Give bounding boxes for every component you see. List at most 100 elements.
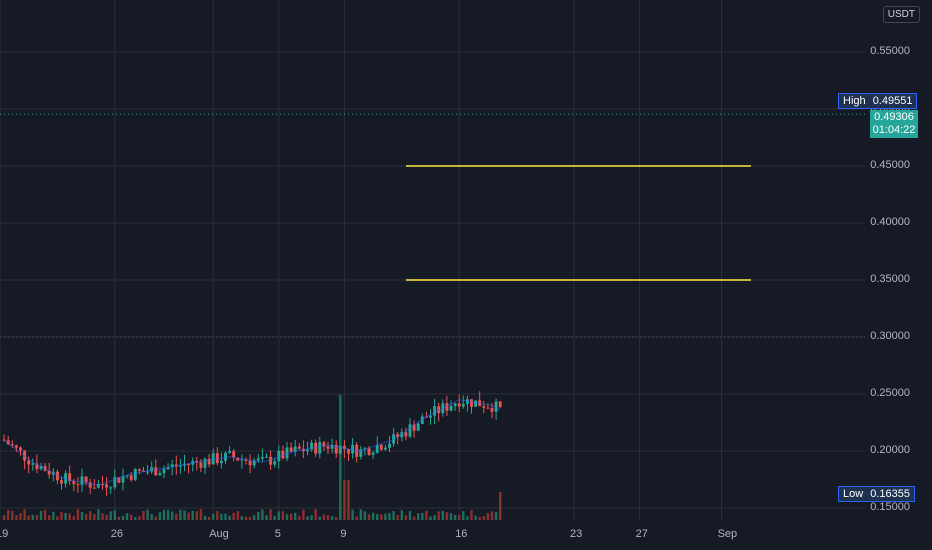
candle-body bbox=[404, 432, 408, 437]
candle-body bbox=[277, 450, 281, 462]
candle-body bbox=[322, 442, 326, 447]
candle-body bbox=[314, 442, 318, 454]
volume-bar bbox=[261, 509, 264, 520]
candle-body bbox=[19, 447, 22, 451]
volume-bar bbox=[212, 513, 215, 520]
y-tick-label: 0.30000 bbox=[870, 330, 910, 342]
volume-bar bbox=[48, 515, 51, 520]
candle-body bbox=[158, 473, 162, 476]
volume-bar bbox=[31, 514, 34, 520]
candle-body bbox=[72, 481, 76, 485]
candle-body bbox=[301, 448, 305, 452]
candle-body bbox=[96, 484, 100, 488]
volume-bar bbox=[486, 513, 490, 520]
volume-bar bbox=[195, 511, 198, 520]
volume-bar bbox=[449, 513, 453, 520]
volume-bar bbox=[68, 513, 71, 520]
volume-bar bbox=[396, 514, 399, 520]
volume-bar bbox=[109, 511, 112, 520]
candle-body bbox=[88, 482, 92, 488]
volume-bar bbox=[84, 514, 88, 520]
candle-body bbox=[125, 475, 129, 477]
volume-bar bbox=[64, 513, 67, 520]
volume-bar bbox=[240, 516, 244, 520]
horizontal-levels bbox=[406, 165, 751, 281]
volume-bar bbox=[425, 510, 428, 520]
volume-bar bbox=[277, 511, 280, 520]
volume-bar bbox=[355, 516, 358, 520]
volume-bar bbox=[216, 511, 219, 520]
volume-bar bbox=[371, 512, 375, 520]
candle-body bbox=[244, 459, 248, 461]
volume-bar bbox=[154, 516, 157, 520]
candle-body bbox=[420, 416, 424, 424]
y-tick-label: 0.15000 bbox=[870, 501, 910, 513]
low-badge: Low 0.16355 bbox=[838, 486, 916, 502]
volume-bar bbox=[146, 509, 149, 520]
candle-body bbox=[252, 460, 256, 466]
volume-bar bbox=[433, 515, 436, 520]
volume-bar bbox=[179, 509, 182, 520]
volume-bar bbox=[117, 516, 121, 520]
volume-bar bbox=[236, 511, 239, 520]
candle-body bbox=[68, 473, 72, 482]
y-tick-label: 0.55000 bbox=[870, 45, 910, 57]
volume-bar bbox=[191, 510, 194, 520]
candle-body bbox=[224, 452, 227, 461]
volume-bar bbox=[80, 511, 84, 520]
candle-body bbox=[117, 477, 121, 483]
volume-bar bbox=[429, 516, 432, 520]
candle-body bbox=[236, 457, 240, 461]
candle-body bbox=[35, 463, 39, 470]
volume-bar bbox=[130, 514, 133, 520]
low-label: Low bbox=[843, 488, 864, 500]
candle-body bbox=[318, 442, 322, 454]
volume-bar bbox=[76, 509, 80, 520]
currency-button[interactable]: USDT bbox=[882, 6, 920, 23]
volume-bar bbox=[494, 511, 498, 520]
candle-body bbox=[133, 469, 137, 480]
last-price-tag: 0.49306 01:04:22 bbox=[870, 110, 918, 138]
volume-bar bbox=[187, 512, 190, 520]
volume-bar bbox=[134, 516, 137, 520]
high-badge: High 0.49551 bbox=[838, 93, 918, 109]
volume-bar bbox=[285, 514, 289, 520]
candle-body bbox=[293, 446, 297, 452]
candle-body bbox=[219, 460, 223, 464]
candle-body bbox=[474, 400, 478, 407]
x-tick-label: 5 bbox=[274, 528, 281, 540]
x-tick-label: 23 bbox=[570, 528, 583, 540]
candle-body bbox=[199, 462, 203, 468]
candle-body bbox=[281, 450, 285, 459]
candle-body bbox=[92, 487, 96, 489]
volume-bar bbox=[105, 514, 108, 520]
candle-body bbox=[187, 463, 191, 465]
volume-bar bbox=[482, 516, 485, 520]
volume-bar bbox=[60, 511, 63, 520]
volume-bar bbox=[175, 513, 178, 520]
volume-bar bbox=[408, 511, 412, 520]
volume-bar bbox=[19, 513, 22, 520]
candle-body bbox=[433, 406, 437, 416]
volume-bar bbox=[294, 512, 297, 520]
volume-bar bbox=[302, 509, 305, 520]
volume-bar bbox=[35, 515, 39, 520]
candle-body bbox=[412, 424, 416, 431]
candle-body bbox=[498, 401, 502, 407]
volume-bar bbox=[199, 509, 203, 520]
volume-bar bbox=[97, 509, 100, 520]
candle-body bbox=[6, 440, 10, 445]
candle-body bbox=[105, 484, 109, 488]
volume-bar bbox=[421, 513, 424, 520]
candle-body bbox=[449, 406, 453, 411]
volume-bar bbox=[367, 514, 371, 520]
candle-body bbox=[486, 407, 490, 409]
volume-bar bbox=[314, 509, 317, 520]
candle-body bbox=[445, 403, 449, 411]
candle-body bbox=[461, 403, 465, 407]
candle-body bbox=[285, 447, 289, 459]
candle-body bbox=[55, 471, 59, 481]
candle-body bbox=[371, 452, 375, 455]
volume-bar bbox=[89, 511, 92, 520]
